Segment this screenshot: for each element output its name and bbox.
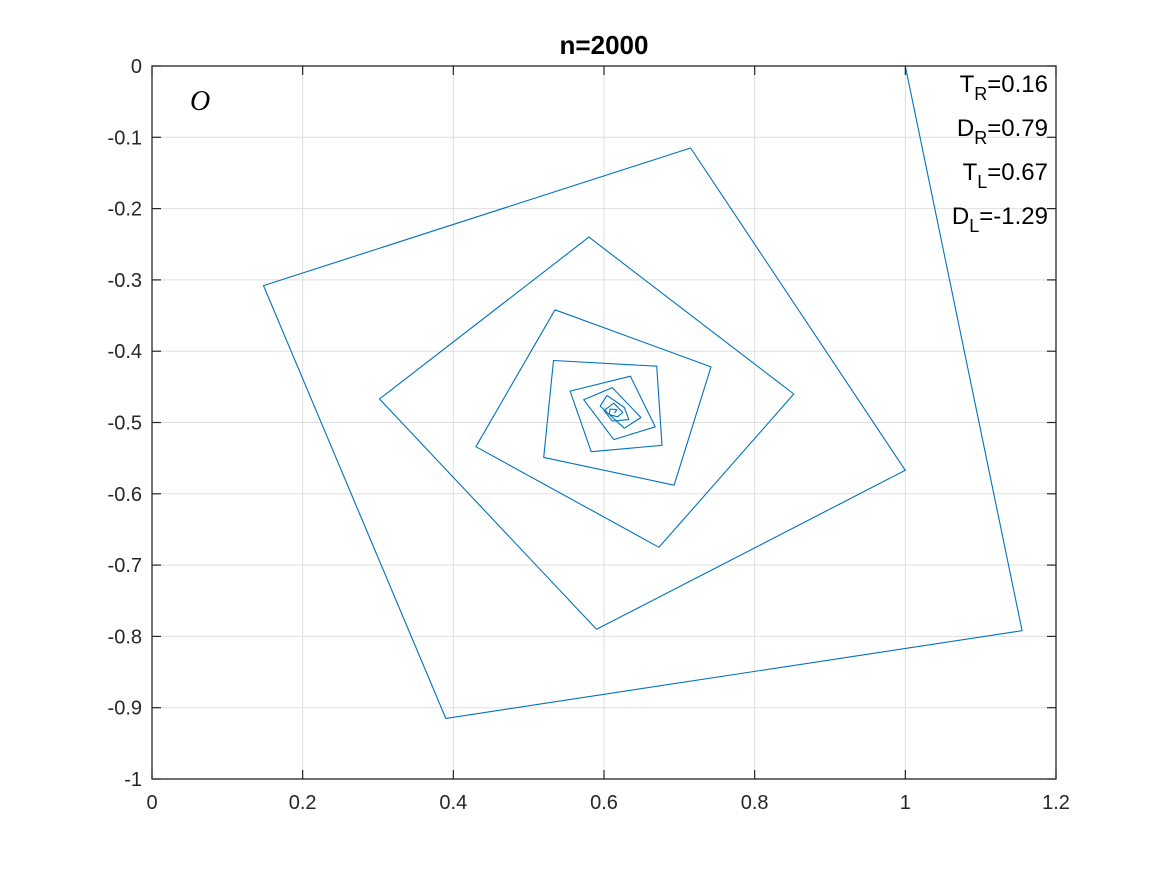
parameter-annotation: DL=-1.29: [952, 203, 1048, 236]
y-tick-label: -0.5: [108, 413, 142, 435]
annotation-value: =0.67: [987, 159, 1048, 186]
y-tick-label: -0.9: [108, 698, 142, 720]
plot-area: [152, 65, 1023, 719]
y-tick-label: -0.2: [108, 199, 142, 221]
y-tick-label: -0.3: [108, 270, 142, 292]
x-tick-label: 0.6: [590, 792, 618, 814]
annotation-symbol: T: [963, 159, 978, 186]
y-tick-label: -1: [124, 769, 142, 791]
annotation-subscript: R: [974, 128, 987, 148]
y-tick-label: -0.1: [108, 127, 142, 149]
annotation-subscript: R: [974, 84, 987, 104]
annotation-symbol: D: [957, 115, 974, 142]
x-tick-label: 0.2: [289, 792, 317, 814]
annotation-value: =-1.29: [979, 203, 1048, 230]
tick-marks: [151, 65, 1057, 780]
x-tick-label: 0.8: [741, 792, 769, 814]
y-tick-label: 0: [131, 56, 142, 78]
y-tick-label: -0.6: [108, 484, 142, 506]
annotation-value: =0.16: [987, 71, 1048, 98]
x-tick-label: 1: [900, 792, 911, 814]
x-tick-label: 1.2: [1042, 792, 1070, 814]
annotation-value: =0.79: [987, 115, 1048, 142]
y-tick-label: -0.7: [108, 555, 142, 577]
annotation-symbol: T: [960, 71, 975, 98]
x-tick-label: 0.4: [439, 792, 467, 814]
parameter-annotation: TR=0.16: [960, 71, 1048, 104]
chart-title: n=2000: [560, 30, 649, 60]
corner-label: O: [190, 86, 210, 117]
annotation-symbol: D: [952, 203, 969, 230]
x-tick-label: 0: [146, 792, 157, 814]
parameter-annotation: DR=0.79: [957, 115, 1048, 148]
annotation-subscript: L: [969, 216, 979, 236]
annotation-subscript: L: [977, 172, 987, 192]
y-tick-label: -0.4: [108, 341, 142, 363]
y-tick-label: -0.8: [108, 626, 142, 648]
parameter-annotation: TL=0.67: [963, 159, 1048, 192]
spiral-series-line: [152, 65, 1023, 719]
tick-labels: 0 0.2 0.4 0.6 0.8 1 1.2 0 -0.1 -0.2 -0.3 -0.4 -0.5 -0…: [108, 56, 1070, 814]
